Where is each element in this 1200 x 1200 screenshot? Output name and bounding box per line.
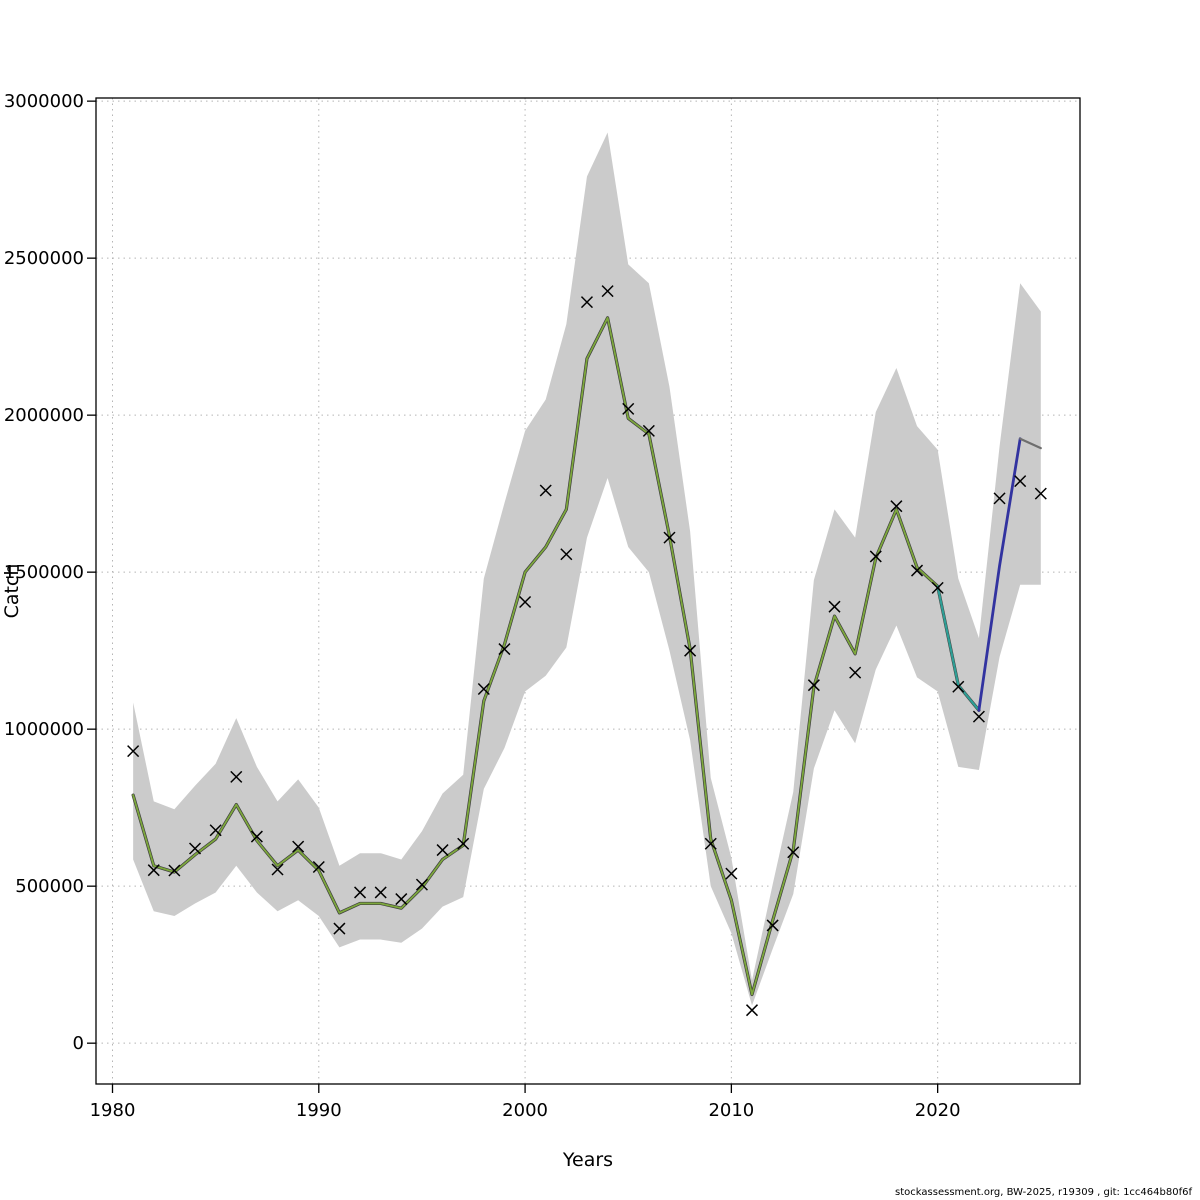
observed-catch-marker (209, 824, 222, 837)
observed-catch-marker (436, 844, 449, 857)
observed-catch-marker (457, 837, 470, 850)
observed-catch-marker (1014, 475, 1027, 488)
observed-catch-marker (993, 492, 1006, 505)
y-tick-label: 1000000 (4, 719, 84, 740)
alternate-run-catch-line (936, 585, 981, 712)
observed-catch-marker (911, 564, 924, 577)
x-tick-label: 1980 (90, 1100, 136, 1121)
estimated-catch-line (132, 316, 980, 996)
x-tick-label: 2000 (502, 1100, 548, 1121)
forecast-extension-line (1019, 437, 1042, 450)
y-tick-label: 2500000 (4, 248, 84, 269)
plot-border (95, 97, 1081, 1085)
observed-catch-marker (972, 710, 985, 723)
observed-catch-marker (766, 919, 779, 932)
y-tick-label: 1500000 (4, 562, 84, 583)
observed-catch-marker (642, 424, 655, 437)
y-tick-label: 2000000 (4, 405, 84, 426)
observed-catch-marker (415, 878, 428, 891)
observed-catch-marker (890, 500, 903, 513)
observed-catch-marker (271, 863, 284, 876)
forecast-catch-line (977, 437, 1022, 712)
observed-catch-marker (333, 922, 346, 935)
observed-catch-marker (663, 531, 676, 544)
observed-catch-marker (952, 680, 965, 693)
x-tick-label: 1990 (296, 1100, 342, 1121)
observed-catch-marker (354, 886, 367, 899)
observed-catch-marker (745, 1004, 759, 1017)
observed-catch-marker (704, 837, 717, 850)
x-axis-title: Years (562, 1149, 613, 1171)
observed-catch-marker (601, 285, 614, 298)
observed-catch-marker (374, 886, 387, 899)
x-tick-label: 2020 (915, 1100, 961, 1121)
footer-credit: stockassessment.org, BW-2025, r19309 , g… (895, 1187, 1192, 1198)
observed-catch-marker (725, 867, 738, 880)
observed-catch-marker (931, 581, 944, 594)
observed-catch-marker (168, 864, 181, 877)
observed-catch-marker (127, 745, 140, 758)
observed-catch-marker (807, 679, 820, 692)
observed-catch-marker (395, 893, 408, 906)
observed-catch-marker (869, 550, 882, 563)
y-tick-label: 3000000 (4, 91, 84, 112)
observed-catch-marker (312, 860, 325, 874)
observed-catch-marker (250, 830, 263, 843)
observed-catch-marker (684, 644, 697, 657)
observed-catch-marker (477, 682, 490, 696)
observed-catch-marker (1034, 487, 1047, 500)
observed-catch-marker (188, 842, 202, 855)
observed-catch-marker (580, 296, 593, 309)
y-tick-label: 0 (73, 1033, 84, 1054)
observed-catch-marker (849, 666, 862, 679)
observed-catch-marker (147, 864, 160, 877)
observed-catch-marker (519, 595, 532, 609)
observed-catch-marker (230, 770, 243, 783)
observed-catch-marker (828, 600, 841, 613)
observed-catch-marker (560, 548, 573, 561)
y-tick-label: 500000 (15, 876, 84, 897)
observed-catch-marker (292, 840, 305, 853)
confidence-band (133, 132, 1041, 1006)
observed-catch-marker (498, 643, 511, 656)
observed-catch-marker (622, 402, 635, 415)
observed-catch-marker (539, 484, 552, 497)
x-tick-label: 2010 (708, 1100, 754, 1121)
y-axis-title: Catch (1, 564, 23, 619)
observed-catch-marker (787, 846, 800, 859)
